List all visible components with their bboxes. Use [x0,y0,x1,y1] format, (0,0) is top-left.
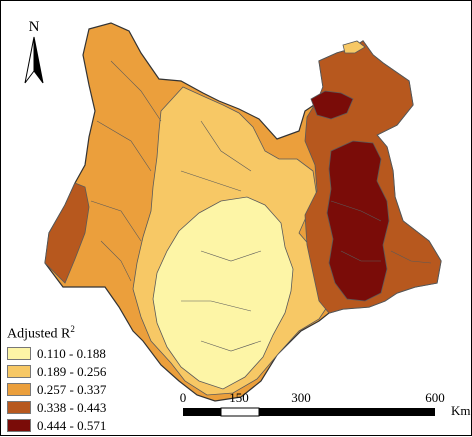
region-west [44,182,90,284]
legend-item: 0.338 - 0.443 [7,399,157,417]
north-label: N [28,19,40,35]
legend-label: 0.338 - 0.443 [37,399,107,415]
legend-item: 0.189 - 0.256 [7,363,157,381]
region-core [152,196,294,390]
legend: Adjusted R2 0.110 - 0.188 0.189 - 0.256 … [7,321,157,435]
region-north-tip [342,40,366,54]
north-arrow: N [19,19,49,89]
legend-item: 0.110 - 0.188 [7,345,157,363]
legend-label: 0.444 - 0.571 [37,417,107,433]
legend-swatch [7,347,31,361]
legend-item: 0.257 - 0.337 [7,381,157,399]
scale-bar: 0 150 300 600 Km [180,390,471,418]
legend-title: Adjusted R2 [7,324,75,342]
legend-label: 0.257 - 0.337 [37,381,107,397]
legend-swatch [7,365,31,379]
legend-swatch [7,419,31,433]
north-arrow-icon [24,36,44,84]
scale-tick-300: 300 [291,390,311,405]
scale-tick-150: 150 [229,390,249,405]
scale-tick-0: 0 [180,390,187,405]
legend-label: 0.189 - 0.256 [37,363,107,379]
scale-tick-600: 600 [425,390,445,405]
legend-label: 0.110 - 0.188 [37,345,106,361]
legend-item: 0.444 - 0.571 [7,417,157,435]
legend-swatch [7,383,31,397]
scale-unit: Km [451,403,471,418]
legend-swatch [7,401,31,415]
region-darkest-north [310,90,354,120]
region-darkest-east [326,140,390,302]
county-boundaries [90,60,432,352]
